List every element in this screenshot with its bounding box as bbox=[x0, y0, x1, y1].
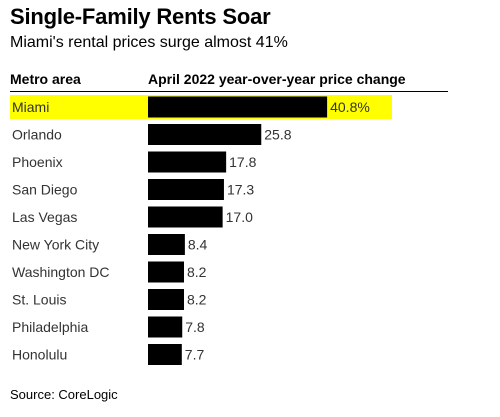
value-label-new-york-city: 8.4 bbox=[188, 237, 208, 253]
bar-las-vegas bbox=[148, 206, 223, 228]
chart-subtitle: Miami's rental prices surge almost 41% bbox=[10, 34, 288, 51]
value-label-miami: 40.8% bbox=[330, 99, 370, 115]
value-label-philadelphia: 7.8 bbox=[185, 319, 205, 335]
value-label-orlando: 25.8 bbox=[264, 127, 291, 143]
value-label-las-vegas: 17.0 bbox=[226, 209, 253, 225]
price-change-column-header: April 2022 year-over-year price change bbox=[148, 71, 406, 87]
value-label-san-diego: 17.3 bbox=[227, 182, 254, 198]
category-label-washington-dc: Washington DC bbox=[12, 264, 110, 280]
header-divider bbox=[10, 91, 448, 92]
metro-area-column-header: Metro area bbox=[10, 71, 81, 87]
source-note: Source: CoreLogic bbox=[10, 387, 118, 402]
category-label-new-york-city: New York City bbox=[12, 237, 99, 253]
value-label-phoenix: 17.8 bbox=[229, 154, 256, 170]
category-label-orlando: Orlando bbox=[12, 127, 62, 143]
category-label-san-diego: San Diego bbox=[12, 182, 78, 198]
bar-san-diego bbox=[148, 179, 224, 200]
value-label-washington-dc: 8.2 bbox=[187, 264, 207, 280]
bar-st-louis bbox=[148, 289, 184, 310]
value-label-honolulu: 7.7 bbox=[185, 347, 205, 363]
bar-chart: Miami 40.8% Orlando 25.8 Phoenix 17.8 San Dieg… bbox=[10, 95, 392, 365]
value-label-st-louis: 8.2 bbox=[187, 292, 207, 308]
bar-philadelphia bbox=[148, 316, 183, 338]
category-label-philadelphia: Philadelphia bbox=[12, 319, 88, 335]
category-label-st-louis: St. Louis bbox=[12, 292, 66, 308]
chart-title: Single-Family Rents Soar bbox=[10, 4, 271, 29]
bar-orlando bbox=[148, 124, 262, 145]
bar-miami bbox=[148, 96, 328, 118]
bar-new-york-city bbox=[148, 234, 185, 255]
category-label-phoenix: Phoenix bbox=[12, 154, 63, 170]
category-label-las-vegas: Las Vegas bbox=[12, 209, 77, 225]
category-label-honolulu: Honolulu bbox=[12, 347, 67, 363]
category-label-miami: Miami bbox=[12, 99, 49, 115]
bar-honolulu bbox=[148, 344, 182, 365]
bar-phoenix bbox=[148, 151, 227, 173]
bar-washington-dc bbox=[148, 261, 184, 283]
